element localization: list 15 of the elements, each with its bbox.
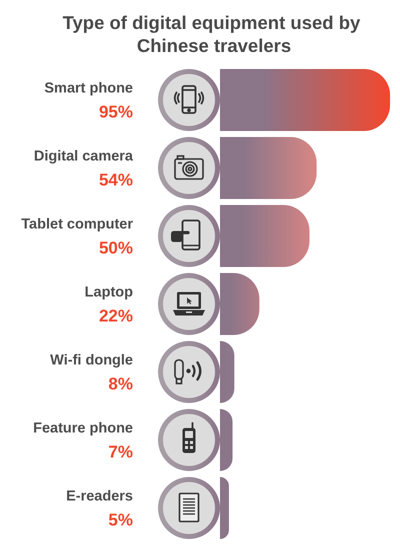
y-tick-label: Laptop: [84, 284, 134, 300]
chart-title: Type of digital equipment used by Chinese travelers: [62, 12, 366, 56]
data-label: 95%: [98, 102, 133, 122]
y-tick-label: E-readers: [66, 488, 133, 504]
y-tick-label: Feature phone: [33, 420, 133, 436]
data-label: 22%: [98, 306, 133, 326]
data-label: 8%: [108, 374, 133, 394]
y-tick-label: Wi-fi dongle: [50, 352, 133, 368]
data-label: 54%: [98, 170, 133, 190]
y-tick-label: Smart phone: [44, 80, 133, 96]
y-tick-label: Tablet computer: [21, 216, 134, 232]
data-label: 7%: [108, 442, 133, 462]
data-label: 50%: [98, 238, 133, 258]
y-tick-label: Digital camera: [34, 148, 134, 164]
data-label: 5%: [108, 510, 133, 530]
